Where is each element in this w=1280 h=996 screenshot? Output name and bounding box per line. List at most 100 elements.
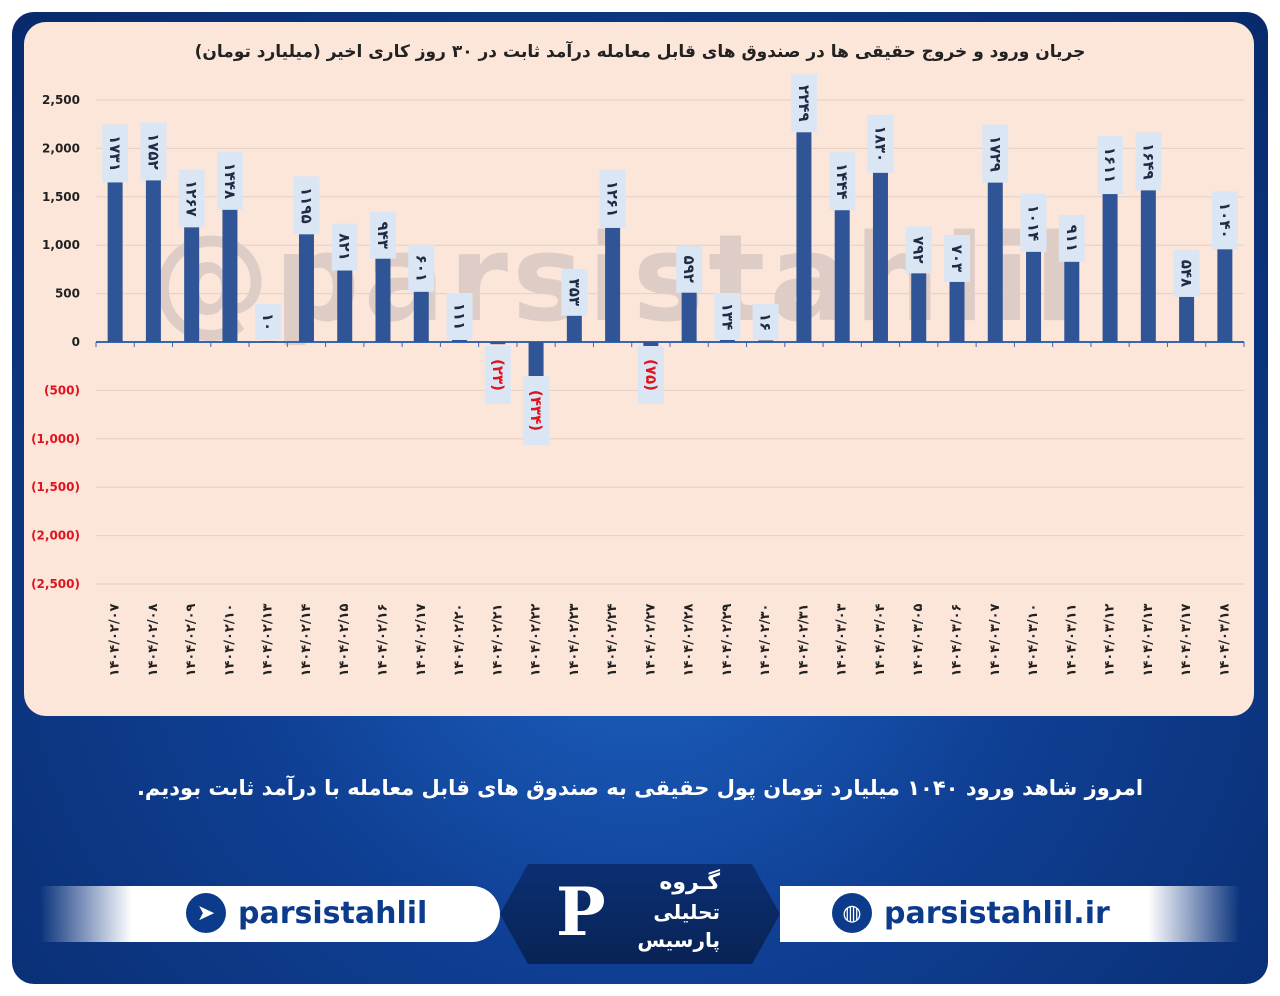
data-label: ۱۳۴ (718, 303, 736, 330)
data-label: ۱۰۱۴ (1025, 205, 1043, 242)
bar (643, 342, 659, 350)
bar (1140, 182, 1156, 342)
logo-line3: پارسیس (637, 928, 720, 952)
bar (796, 124, 812, 342)
y-tick-label: 1,000 (42, 238, 80, 252)
data-label-box (790, 74, 817, 133)
data-label: ۱۶ (757, 313, 775, 331)
data-label-box (944, 234, 970, 282)
bar (490, 342, 506, 345)
bar (605, 219, 621, 342)
bar (911, 265, 927, 342)
data-label: ۱۶۱۱ (1101, 147, 1119, 184)
data-label: ۱۷۲۹ (986, 135, 1004, 172)
data-label-box (370, 211, 396, 259)
bar (222, 201, 238, 342)
x-tick-label: ۱۴۰۴/۰۲/۲۳ (567, 603, 582, 676)
x-tick-label: ۱۴۰۴/۰۲/۲۰ (452, 604, 467, 677)
data-label: ۹۱۱ (1063, 225, 1081, 252)
bar (949, 273, 965, 342)
y-tick-label: 1,500 (42, 190, 80, 204)
telegram-handle: parsistahlil (238, 895, 428, 931)
x-tick-label: ۱۴۰۴/۰۲/۱۳ (261, 603, 276, 676)
data-label-box (178, 169, 205, 228)
data-label: ۷۹۲ (910, 236, 928, 263)
data-label: ۱۱۹۵ (297, 187, 315, 224)
x-tick-label: ۱۴۰۴/۰۲/۰۷ (108, 603, 123, 676)
website-url: parsistahlil.ir (884, 895, 1110, 931)
bar (145, 172, 161, 342)
data-label: ۱۷۳۱ (106, 135, 124, 172)
data-label-box (446, 293, 473, 340)
x-tick-label: ۱۴۰۴/۰۳/۱۷ (1179, 603, 1194, 676)
data-label: ۱۴۴۴ (833, 163, 851, 200)
bar (337, 262, 353, 342)
x-tick-label: ۱۴۰۴/۰۲/۲۱ (490, 604, 505, 677)
data-label-box (1058, 214, 1085, 262)
y-tick-label: (500) (44, 383, 80, 397)
bar (1217, 241, 1233, 342)
y-tick-label: (1,500) (31, 480, 80, 494)
x-tick-label: ۱۴۰۴/۰۲/۲۸ (682, 603, 697, 676)
data-label-box (484, 346, 511, 404)
data-label: ۲۲۴۹ (795, 85, 813, 122)
data-label: ۱۰۴۰ (1216, 202, 1234, 239)
bar (107, 174, 123, 342)
x-tick-label: ۱۴۰۴/۰۳/۰۴ (873, 603, 888, 676)
bar (834, 202, 850, 342)
x-tick-label: ۱۴۰۴/۰۲/۱۴ (299, 603, 314, 676)
x-tick-label: ۱۴۰۴/۰۳/۰۳ (835, 603, 850, 676)
data-label-box (905, 226, 932, 274)
data-label-box (599, 169, 626, 228)
data-label: ۱۶۴۹ (1139, 143, 1157, 180)
y-tick-label: 2,000 (42, 141, 80, 155)
data-label: ۱۲۶۱ (604, 181, 622, 218)
data-label-box (255, 304, 282, 340)
data-label: ۵۴۸ (1178, 260, 1196, 287)
x-tick-label: ۱۴۰۴/۰۲/۱۰ (222, 604, 237, 677)
logo-line2: تحلیلی (653, 900, 720, 924)
bar (298, 226, 314, 342)
y-tick-label: 0 (72, 335, 80, 349)
logo-line1: گـروه (659, 870, 720, 895)
data-label-box (561, 268, 588, 316)
x-tick-label: ۱۴۰۴/۰۲/۱۷ (414, 603, 429, 676)
x-tick-label: ۱۴۰۴/۰۳/۰۶ (950, 604, 965, 677)
bar (1064, 253, 1080, 342)
data-label-box (829, 152, 856, 211)
chart-title: جریان ورود و خروج حقیقی ها در صندوق های … (194, 42, 1086, 62)
data-label-box (523, 376, 550, 446)
data-label-box (676, 245, 703, 293)
data-label: ۳۵۳ (565, 279, 583, 306)
data-label-box (1020, 193, 1047, 252)
data-label: ۸۲۱ (336, 233, 354, 260)
bar (566, 307, 582, 342)
telegram-link[interactable]: ➤ parsistahlil (186, 890, 427, 936)
data-label-box (216, 151, 243, 210)
x-tick-label: ۱۴۰۴/۰۳/۱۱ (1064, 604, 1079, 677)
data-label: ۱۰ (259, 313, 277, 331)
data-label-box (102, 124, 129, 183)
bar (1026, 243, 1042, 342)
data-label: ۱۲۶۷ (183, 180, 201, 217)
x-tick-label: ۱۴۰۴/۰۲/۲۴ (605, 603, 620, 676)
website-link[interactable]: ◍ parsistahlil.ir (832, 890, 1110, 936)
data-label: ۱۷۵۲ (144, 133, 162, 170)
footer-left-bar (40, 886, 500, 942)
y-tick-label: 2,500 (42, 93, 80, 107)
caption-text: امروز شاهد ورود ۱۰۴۰ میلیارد تومان پول ح… (136, 776, 1144, 800)
data-label: ۹۴۳ (374, 221, 392, 248)
bar (681, 284, 697, 342)
x-tick-label: ۱۴۰۴/۰۲/۲۷ (643, 603, 658, 676)
data-label: (۷۵) (642, 359, 660, 391)
bar (1102, 186, 1118, 342)
x-tick-label: ۱۴۰۴/۰۳/۰۵ (911, 603, 926, 676)
data-label: ۶۰۱ (412, 255, 430, 282)
y-tick-label: 500 (55, 287, 80, 301)
data-label-box (293, 176, 320, 235)
data-label: ۱۸۳۰ (871, 126, 889, 163)
logo-badge (500, 864, 780, 964)
data-label-box (752, 304, 779, 340)
data-label: ۱۴۴۸ (221, 163, 239, 200)
